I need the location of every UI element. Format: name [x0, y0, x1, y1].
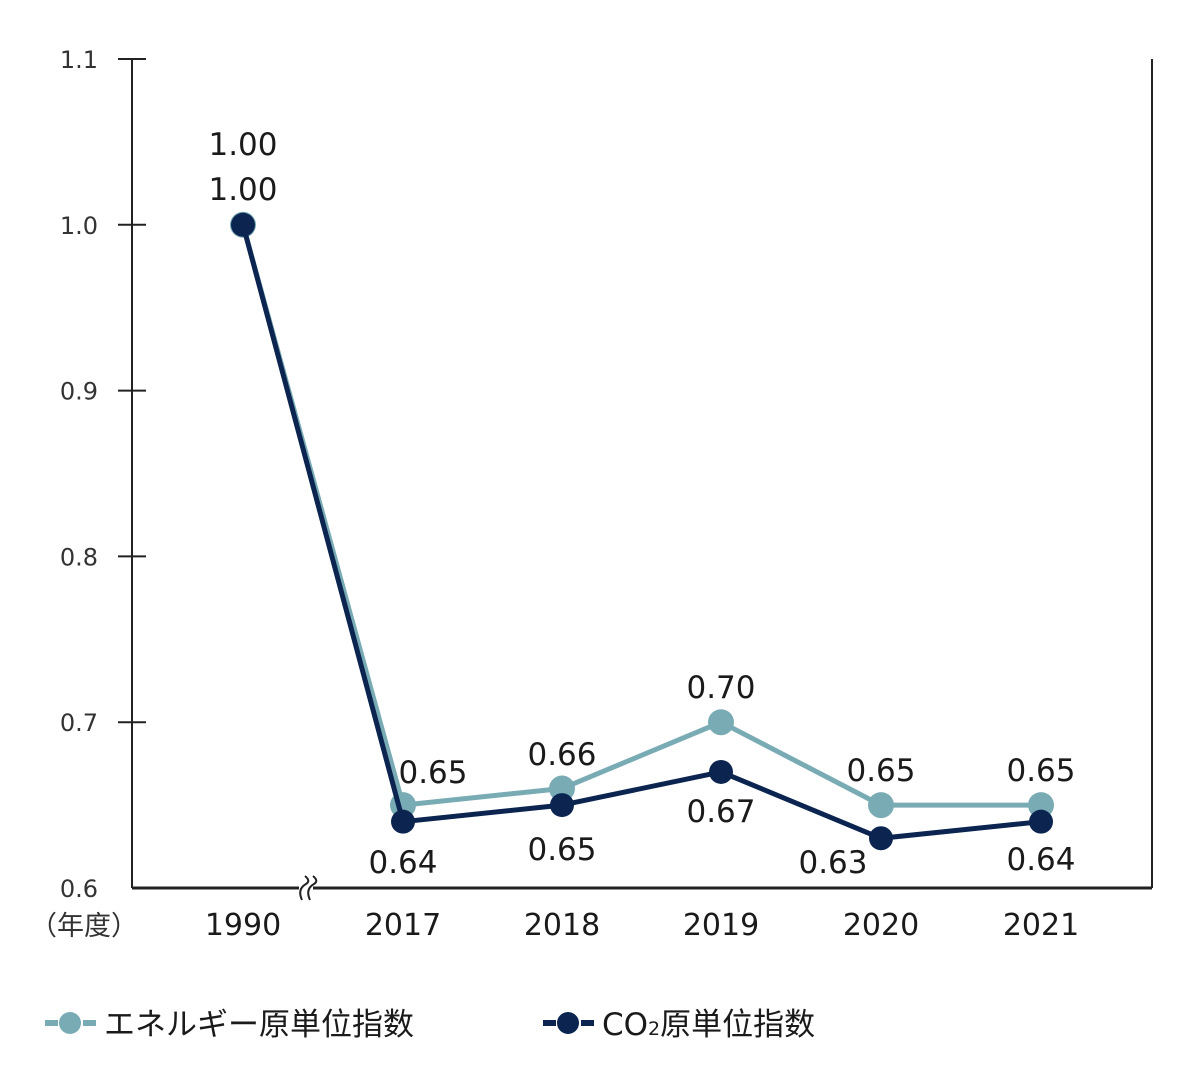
legend-label-energy: エネルギー原単位指数: [104, 1007, 414, 1043]
series-co2: [231, 212, 1053, 851]
legend-label-co2: CO2原単位指数: [602, 1007, 815, 1043]
data-point-co2: [550, 793, 574, 818]
data-label-energy: 0.65: [398, 755, 467, 791]
data-point-co2: [1029, 809, 1053, 834]
data-labels: 1.00 0.65 0.66 0.70 0.65 0.65 1.00 0.64 0.65 0.67…: [208, 127, 1075, 881]
data-label-energy: 0.65: [1006, 753, 1075, 789]
data-label-co2: 0.64: [1006, 842, 1075, 878]
data-label-co2: 1.00: [208, 172, 277, 208]
data-label-energy: 0.66: [527, 737, 596, 773]
data-point-energy: [708, 709, 734, 736]
y-tick-label: 0.6: [60, 875, 98, 903]
legend-marker-energy: [59, 1012, 81, 1034]
data-label-co2: 0.64: [368, 845, 437, 881]
x-axis-ticks: 1990 2017 2018 2019 2020 2021: [205, 908, 1079, 943]
data-point-co2: [709, 759, 733, 784]
y-tick-label: 0.8: [60, 543, 98, 571]
y-axis-ticks: 0.6 0.7 0.8 0.9 1.0 1.1: [60, 46, 146, 903]
data-point-co2: [869, 826, 893, 851]
series-energy: [230, 211, 1054, 819]
x-tick-label: 1990: [205, 908, 281, 943]
y-tick-label: 0.9: [60, 378, 98, 406]
x-tick-label: 2019: [683, 908, 759, 943]
y-tick-label: 1.0: [60, 212, 98, 240]
legend-marker-co2: [557, 1012, 579, 1034]
x-tick-label: 2017: [365, 908, 441, 943]
data-label-energy: 1.00: [208, 127, 277, 163]
data-label-energy: 0.70: [686, 670, 755, 706]
data-label-co2: 0.65: [527, 832, 596, 868]
data-label-co2: 0.63: [798, 845, 867, 881]
legend: エネルギー原単位指数 CO2原単位指数: [45, 1007, 815, 1043]
series-line-co2: [240, 224, 1042, 841]
axis-break-marker: [299, 875, 318, 901]
legend-item-co2: CO2原単位指数: [543, 1007, 815, 1043]
axes: [131, 59, 1153, 901]
x-axis-unit-label: （年度）: [30, 911, 138, 942]
y-tick-label: 1.1: [60, 46, 98, 74]
x-tick-label: 2020: [843, 908, 919, 943]
legend-item-energy: エネルギー原単位指数: [45, 1007, 414, 1043]
series-line-energy: [240, 224, 1041, 808]
data-label-energy: 0.65: [846, 753, 915, 789]
y-tick-label: 0.7: [60, 709, 98, 737]
data-point-energy: [868, 792, 894, 819]
data-point-co2: [391, 809, 415, 834]
x-tick-label: 2018: [524, 908, 600, 943]
data-label-co2: 0.67: [686, 794, 755, 830]
data-point-co2: [231, 212, 255, 237]
x-tick-label: 2021: [1003, 908, 1079, 943]
